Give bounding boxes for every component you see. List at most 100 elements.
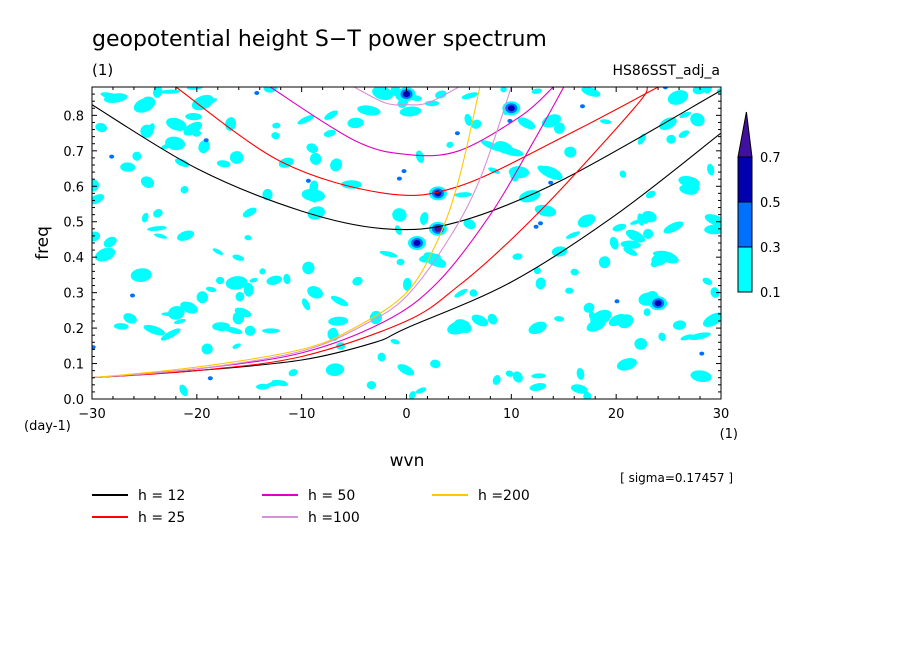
y-tick-label: 0.8 <box>63 109 84 124</box>
chart-title: geopotential height S−T power spectrum <box>92 27 547 52</box>
contour-blob <box>430 359 441 369</box>
contour-blob <box>143 324 166 336</box>
contour-blob <box>216 276 225 285</box>
colorbar-label: 0.3 <box>760 241 781 256</box>
colorbar: 0.1 0.3 0.5 0.7 <box>737 111 781 301</box>
contour-blob <box>537 165 559 180</box>
y-tick-label: 0.2 <box>63 322 84 337</box>
contour-blob <box>512 253 523 260</box>
contour-blob <box>529 383 547 391</box>
contour-blob <box>103 236 117 248</box>
contour-blob <box>92 194 105 205</box>
contour-blob <box>519 190 541 203</box>
contour-blob <box>703 87 713 94</box>
contour-blob <box>702 277 713 286</box>
curve-h100-lower <box>92 87 512 379</box>
contour-blob <box>372 87 394 101</box>
contour-blob <box>160 89 181 94</box>
contour-blob <box>500 147 524 157</box>
contour-blob <box>341 180 362 189</box>
contour-blob <box>623 247 638 256</box>
legend-label: h =200 <box>478 488 530 504</box>
contour-blob <box>103 93 128 103</box>
contour-blob <box>147 123 155 135</box>
x-tick-label: 30 <box>713 407 730 422</box>
contour-blob <box>533 267 541 275</box>
contour-blob-mid <box>254 91 260 95</box>
contour-blob <box>679 184 698 195</box>
contour-blob <box>165 136 186 151</box>
legend-label: h = 50 <box>308 488 355 504</box>
colorbar-label: 0.7 <box>760 151 781 166</box>
contour-blob <box>232 343 241 349</box>
contour-blob <box>598 256 611 269</box>
peak-core <box>413 240 421 246</box>
contour-blob <box>663 221 684 234</box>
contour-blob <box>564 146 577 158</box>
peak-core <box>507 105 515 112</box>
contour-blob <box>306 143 319 154</box>
curve-h100-upper <box>353 87 460 106</box>
contour-blob <box>666 134 676 144</box>
y-tick-label: 0.1 <box>63 358 84 373</box>
contour-blob-mid <box>533 224 539 229</box>
contour-blob <box>92 231 101 242</box>
contour-blob <box>256 383 270 390</box>
contour-blob <box>266 380 286 387</box>
contour-blob <box>672 320 687 330</box>
contour-blob <box>212 322 231 332</box>
contour-blob <box>283 273 291 285</box>
contour-blob <box>446 141 454 148</box>
contour-blob-mid <box>580 104 585 109</box>
chart-subtitle-left: (1) <box>92 61 113 79</box>
contour-blob <box>262 188 273 201</box>
contour-blob <box>130 268 152 282</box>
contour-blob <box>690 370 712 383</box>
dispersion-curves <box>92 87 721 379</box>
contour-blob <box>680 334 694 341</box>
x-tick-label: 0 <box>402 407 410 422</box>
contour-blob <box>198 140 210 154</box>
contour-blob <box>612 223 627 232</box>
peak-layer <box>397 87 668 311</box>
contour-blob <box>553 122 565 134</box>
contour-blob <box>390 87 400 96</box>
contour-blob <box>424 100 440 107</box>
contour-blob <box>249 277 258 283</box>
contour-blob <box>196 98 218 109</box>
sigma-note: [ sigma=0.17457 ] <box>620 471 733 485</box>
y-tick-label: 0.3 <box>63 287 84 302</box>
contour-fill-layer <box>92 87 721 399</box>
contour-blob <box>577 214 596 228</box>
contour-blob <box>702 312 721 327</box>
contour-blob <box>185 112 202 121</box>
contour-blob <box>397 364 415 376</box>
y-tick-label: 0.6 <box>63 180 84 195</box>
contour-blob <box>234 307 252 318</box>
contour-blob <box>554 316 565 322</box>
contour-blob <box>183 121 203 136</box>
contour-blob <box>643 308 651 316</box>
contour-blob-mid <box>662 87 668 90</box>
x-unit-label: (1) <box>720 427 738 442</box>
contour-blob-mid <box>538 221 543 226</box>
contour-blob-mid <box>401 169 407 174</box>
contour-blob-mid <box>396 176 402 181</box>
y-tick-label: 0.7 <box>63 145 84 160</box>
contour-blob <box>229 151 244 164</box>
contour-blob <box>454 319 472 334</box>
contour-blob <box>583 392 592 399</box>
contour-blob <box>325 363 345 377</box>
contour-blob <box>235 291 245 302</box>
contour-blob <box>461 92 479 100</box>
contour-blob <box>576 367 585 380</box>
colorbar-label: 0.5 <box>760 196 781 211</box>
colorbar-segment <box>737 156 753 203</box>
y-tick-label: 0.4 <box>63 251 84 266</box>
contour-blob-mid <box>548 180 554 185</box>
contour-blob <box>272 122 281 129</box>
curve-h25-upper <box>175 87 659 197</box>
contour-blob <box>678 130 690 138</box>
contour-blob <box>469 289 478 297</box>
